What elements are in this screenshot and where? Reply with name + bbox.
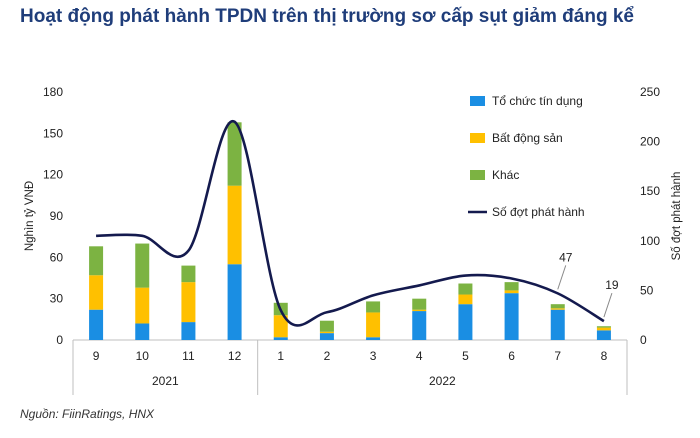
y-left-tick-label: 90	[50, 209, 64, 223]
bar-segment	[458, 304, 473, 340]
bar-segment	[596, 326, 611, 328]
bar-segment	[135, 287, 150, 324]
bar-segment	[504, 293, 519, 340]
y-right-tick-label: 150	[640, 184, 660, 198]
bar-segment	[319, 331, 334, 334]
x-tick-label: 9	[93, 349, 100, 363]
y-right-tick-label: 250	[640, 85, 660, 99]
bar-segment	[273, 315, 288, 338]
legend-swatch	[470, 96, 485, 106]
line-data-label: 47	[559, 250, 573, 264]
legend-swatch	[470, 170, 485, 180]
y-left-tick-label: 120	[43, 168, 63, 182]
bar-segment	[227, 264, 242, 340]
y-left-tick-label: 60	[50, 250, 64, 264]
x-tick-label: 10	[136, 349, 150, 363]
x-tick-label: 7	[554, 349, 561, 363]
bar-segment	[319, 320, 334, 332]
x-tick-label: 6	[508, 349, 515, 363]
bar-segment	[181, 265, 196, 283]
y-left-tick-label: 180	[43, 85, 63, 99]
y-left-tick-label: 0	[56, 333, 63, 347]
bar-segment	[412, 298, 427, 310]
bar-segment	[135, 323, 150, 340]
source-note: Nguồn: FiinRatings, HNX	[20, 407, 155, 421]
bar-segment	[458, 283, 473, 295]
legend-label: Khác	[492, 168, 519, 182]
bar-segment	[550, 304, 565, 309]
y-right-axis-title: Số đợt phát hành	[671, 172, 683, 261]
bar-segment	[319, 333, 334, 340]
legend-label: Bất động sản	[492, 131, 563, 145]
y-left-tick-label: 30	[50, 292, 64, 306]
line-label-leader	[603, 292, 613, 318]
bar-segment	[89, 246, 104, 276]
bar-segment	[504, 282, 519, 291]
y-right-tick-label: 50	[640, 283, 654, 297]
bar-segment	[181, 322, 196, 340]
x-tick-label: 8	[601, 349, 608, 363]
bar-segment	[273, 337, 288, 340]
bar-segment	[227, 122, 242, 186]
x-tick-label: 12	[228, 349, 242, 363]
bar-segment	[227, 185, 242, 265]
bar-segment	[366, 301, 381, 313]
y-left-tick-label: 150	[43, 126, 63, 140]
bar-segment	[550, 309, 565, 340]
bar-segment	[504, 290, 519, 294]
bar-segment	[596, 327, 611, 331]
bar-segment	[89, 275, 104, 310]
x-tick-label: 3	[370, 349, 377, 363]
line-label-leader	[557, 265, 567, 290]
bar-segment	[412, 309, 427, 312]
legend-label: Số đợt phát hành	[492, 205, 585, 219]
bar-segment	[181, 282, 196, 323]
x-tick-label: 1	[277, 349, 284, 363]
year-label: 2022	[429, 374, 456, 388]
legend-label: Tổ chức tín dụng	[492, 94, 583, 108]
line-data-label: 19	[605, 278, 619, 292]
bar-segment	[366, 337, 381, 340]
x-tick-label: 11	[182, 349, 195, 363]
bar-segment	[550, 308, 565, 310]
x-tick-label: 5	[462, 349, 469, 363]
chart-title: Hoạt động phát hành TPDN trên thị trường…	[20, 6, 634, 27]
year-label: 2021	[152, 374, 179, 388]
y-right-tick-label: 100	[640, 234, 660, 248]
x-tick-label: 4	[416, 349, 423, 363]
bar-segment	[135, 243, 150, 288]
y-right-tick-label: 200	[640, 135, 660, 149]
bar-segment	[366, 312, 381, 338]
bar-segment	[412, 311, 427, 340]
issuance-count-line	[96, 120, 605, 327]
bar-segment	[89, 309, 104, 340]
x-tick-label: 2	[324, 349, 331, 363]
y-left-axis-title: Nghìn tỷ VNĐ	[24, 181, 36, 251]
legend-swatch	[470, 133, 485, 143]
bar-segment	[596, 330, 611, 340]
bar-segment	[458, 294, 473, 305]
y-right-tick-label: 0	[640, 333, 647, 347]
